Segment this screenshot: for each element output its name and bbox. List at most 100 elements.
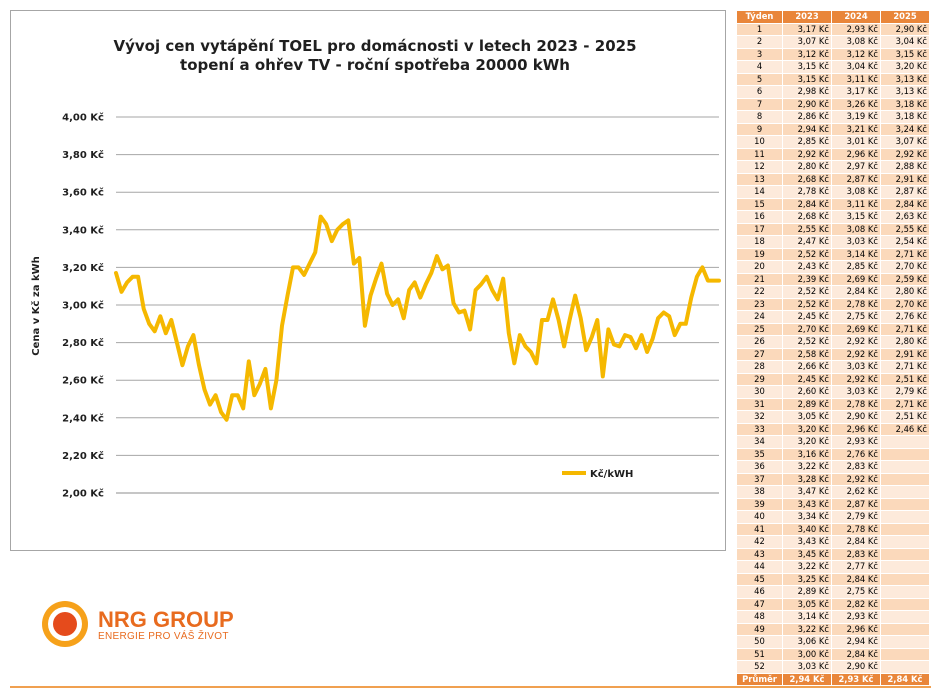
legend: Kč/kWH (562, 468, 633, 480)
table-row: 3 3,12 Kč 3,12 Kč 3,15 Kč (736, 47, 930, 61)
table-cell-price: 2,52 Kč (782, 297, 832, 311)
table-cell-price: 3,11 Kč (831, 197, 881, 211)
table-cell-price: 3,08 Kč (831, 222, 881, 236)
table-cell-price: 2,70 Kč (782, 322, 832, 336)
table-cell-week: 30 (736, 385, 783, 399)
table-row: 6 2,98 Kč 3,17 Kč 3,13 Kč (736, 85, 930, 99)
table-cell-week: 49 (736, 622, 783, 636)
table-cell-price: 2,92 Kč (880, 147, 930, 161)
table-cell-price: 2,83 Kč (831, 460, 881, 474)
column-header-week: Týden (736, 10, 783, 24)
table-cell-price (880, 622, 930, 636)
table-cell-price: 2,55 Kč (880, 222, 930, 236)
table-cell-week: 9 (736, 122, 783, 136)
table-cell-price: 2,84 Kč (782, 197, 832, 211)
table-row: 33 3,20 Kč 2,96 Kč 2,46 Kč (736, 422, 930, 436)
logo-name: NRG GROUP (98, 607, 234, 632)
table-cell-price (880, 510, 930, 524)
table-cell-price: 2,51 Kč (880, 372, 930, 386)
average-label: Průměr (736, 672, 783, 686)
table-cell-week: 35 (736, 447, 783, 461)
table-cell-week: 14 (736, 185, 783, 199)
table-cell-price: 2,63 Kč (880, 210, 930, 224)
table-row: 29 2,45 Kč 2,92 Kč 2,51 Kč (736, 372, 930, 386)
table-cell-price: 2,93 Kč (831, 435, 881, 449)
series-line (114, 214, 721, 422)
table-cell-week: 3 (736, 47, 783, 61)
table-cell-price: 3,05 Kč (782, 597, 832, 611)
logo-mark-icon (42, 601, 88, 647)
table-cell-price: 3,00 Kč (782, 647, 832, 661)
table-cell-price (880, 585, 930, 599)
table-cell-price: 2,62 Kč (831, 485, 881, 499)
y-tick-label: 3,00 Kč (62, 300, 104, 312)
table-cell-price: 2,90 Kč (782, 97, 832, 111)
column-header-2024: 2024 (831, 10, 881, 24)
table-row: 7 2,90 Kč 3,26 Kč 3,18 Kč (736, 97, 930, 111)
table-cell-price: 3,17 Kč (831, 85, 881, 99)
table-row: 39 3,43 Kč 2,87 Kč (736, 497, 930, 511)
table-cell-price: 2,93 Kč (831, 22, 881, 36)
table-cell-price: 2,76 Kč (880, 310, 930, 324)
table-cell-week: 6 (736, 85, 783, 99)
y-tick-label: 3,60 Kč (62, 187, 104, 199)
table-cell-price: 2,97 Kč (831, 160, 881, 174)
table-cell-price: 2,78 Kč (831, 522, 881, 536)
table-cell-week: 18 (736, 235, 783, 249)
y-tick-labels: 2,00 Kč 2,20 Kč 2,40 Kč 2,60 Kč 2,80 Kč 3,00 … (62, 112, 104, 500)
table-cell-price: 2,46 Kč (880, 422, 930, 436)
table-cell-price: 2,54 Kč (880, 235, 930, 249)
table-cell-price: 2,90 Kč (831, 660, 881, 674)
table-cell-price: 2,85 Kč (831, 260, 881, 274)
chart-frame: Vývoj cen vytápění TOEL pro domácnosti v… (10, 10, 726, 551)
logo-tagline: ENERGIE PRO VÁŠ ŽIVOT (98, 631, 229, 642)
table-cell-price: 2,92 Kč (831, 372, 881, 386)
column-header-2023: 2023 (782, 10, 832, 24)
table-cell-week: 2 (736, 35, 783, 49)
table-cell-week: 16 (736, 210, 783, 224)
table-cell-week: 34 (736, 435, 783, 449)
table-row: 21 2,39 Kč 2,69 Kč 2,59 Kč (736, 272, 930, 286)
table-row: 45 3,25 Kč 2,84 Kč (736, 572, 930, 586)
table-header-row: Týden 2023 2024 2025 (736, 10, 930, 24)
table-cell-week: 1 (736, 22, 783, 36)
table-cell-price: 3,04 Kč (831, 60, 881, 74)
table-cell-price: 3,14 Kč (831, 247, 881, 261)
table-row: 13 2,68 Kč 2,87 Kč 2,91 Kč (736, 172, 930, 186)
table-cell-price: 2,96 Kč (831, 147, 881, 161)
table-row: 12 2,80 Kč 2,97 Kč 2,88 Kč (736, 160, 930, 174)
table-cell-price: 2,43 Kč (782, 260, 832, 274)
table-row: 43 3,45 Kč 2,83 Kč (736, 547, 930, 561)
table-cell-price: 3,03 Kč (782, 660, 832, 674)
weekly-price-table: Týden 2023 2024 2025 1 3,17 Kč 2,93 Kč 2,90… (736, 10, 930, 686)
table-cell-price: 2,78 Kč (782, 185, 832, 199)
table-row: 22 2,52 Kč 2,84 Kč 2,80 Kč (736, 285, 930, 299)
table-row: 31 2,89 Kč 2,78 Kč 2,71 Kč (736, 397, 930, 411)
legend-label: Kč/kWH (590, 468, 633, 480)
table-cell-price: 3,21 Kč (831, 122, 881, 136)
table-row: 23 2,52 Kč 2,78 Kč 2,70 Kč (736, 297, 930, 311)
table-cell-week: 8 (736, 110, 783, 124)
table-row: 8 2,86 Kč 3,19 Kč 3,18 Kč (736, 110, 930, 124)
table-cell-price: 2,92 Kč (831, 347, 881, 361)
table-row: 24 2,45 Kč 2,75 Kč 2,76 Kč (736, 310, 930, 324)
nrg-group-logo: NRG GROUP ENERGIE PRO VÁŠ ŽIVOT (40, 598, 240, 650)
table-cell-price (880, 522, 930, 536)
table-cell-price: 2,69 Kč (831, 322, 881, 336)
table-cell-price: 2,91 Kč (880, 172, 930, 186)
y-tick-label: 2,80 Kč (62, 337, 104, 349)
table-cell-price: 3,22 Kč (782, 560, 832, 574)
y-tick-label: 3,80 Kč (62, 149, 104, 161)
table-cell-price: 2,71 Kč (880, 247, 930, 261)
table-row: 34 3,20 Kč 2,93 Kč (736, 435, 930, 449)
table-cell-week: 36 (736, 460, 783, 474)
table-row: 16 2,68 Kč 3,15 Kč 2,63 Kč (736, 210, 930, 224)
table-cell-price: 2,45 Kč (782, 310, 832, 324)
table-cell-price: 3,20 Kč (880, 60, 930, 74)
table-cell-price: 2,80 Kč (880, 285, 930, 299)
table-cell-week: 46 (736, 585, 783, 599)
table-cell-price: 3,03 Kč (831, 385, 881, 399)
footer-divider (10, 686, 931, 688)
table-cell-price: 2,75 Kč (831, 585, 881, 599)
table-row: 27 2,58 Kč 2,92 Kč 2,91 Kč (736, 347, 930, 361)
